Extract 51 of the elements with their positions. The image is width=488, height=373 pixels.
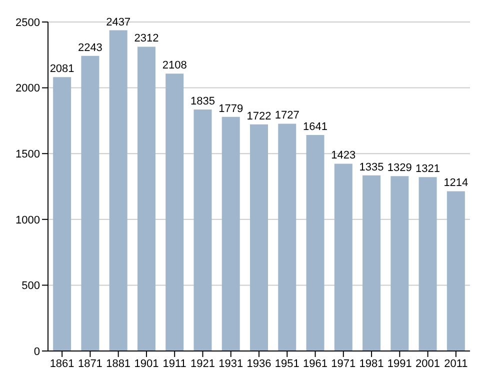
- y-tick-label: 500: [22, 280, 40, 292]
- x-tick-label: 2001: [416, 358, 440, 370]
- data-label: 1423: [331, 150, 356, 162]
- bar: [418, 177, 437, 351]
- y-tick-label: 1000: [16, 214, 40, 226]
- bar: [109, 30, 128, 351]
- y-tick-label: 1500: [16, 148, 40, 161]
- x-tick-label: 1871: [78, 358, 102, 370]
- bar: [306, 135, 324, 351]
- x-tick-label: 1981: [359, 358, 384, 370]
- x-tick-label: 1861: [50, 358, 74, 370]
- x-tick-label: 1931: [218, 358, 244, 370]
- y-tick-label: 0: [34, 346, 40, 358]
- bar: [250, 124, 268, 351]
- bar: [278, 124, 296, 351]
- data-label: 2437: [106, 16, 131, 28]
- data-label: 1321: [416, 163, 440, 176]
- bar: [81, 56, 100, 351]
- bar: [137, 46, 156, 351]
- x-tick-label: 1971: [331, 358, 356, 370]
- x-tick-label: 1961: [303, 358, 328, 370]
- data-label: 1329: [387, 162, 412, 174]
- bar: [166, 74, 184, 351]
- data-label: 1335: [359, 161, 384, 174]
- data-label: 1835: [190, 96, 215, 108]
- bar: [194, 110, 212, 351]
- y-tick-label: 2000: [16, 82, 40, 95]
- x-tick-label: 2011: [444, 358, 468, 370]
- y-tick-label: 2500: [16, 16, 40, 29]
- x-tick-label: 1951: [274, 358, 300, 370]
- data-label: 1214: [444, 177, 468, 190]
- x-tick-label: 1921: [190, 358, 215, 370]
- x-tick-label: 1936: [246, 358, 272, 370]
- x-tick-label: 1901: [134, 358, 159, 370]
- bar: [362, 175, 381, 351]
- bar: [446, 191, 465, 351]
- data-label: 2081: [50, 63, 74, 76]
- data-label: 2243: [78, 42, 102, 54]
- data-label: 2108: [162, 60, 187, 72]
- bar: [222, 116, 240, 351]
- data-label: 1722: [246, 110, 272, 122]
- data-label: 1727: [274, 110, 300, 122]
- data-label: 1641: [303, 121, 328, 134]
- bar: [334, 164, 352, 351]
- x-tick-label: 1991: [387, 358, 412, 370]
- x-tick-label: 1911: [162, 358, 186, 370]
- data-label: 2312: [134, 32, 159, 45]
- data-label: 1779: [218, 102, 244, 115]
- bar: [53, 77, 72, 351]
- bar: [390, 176, 409, 351]
- x-tick-label: 1881: [106, 358, 131, 370]
